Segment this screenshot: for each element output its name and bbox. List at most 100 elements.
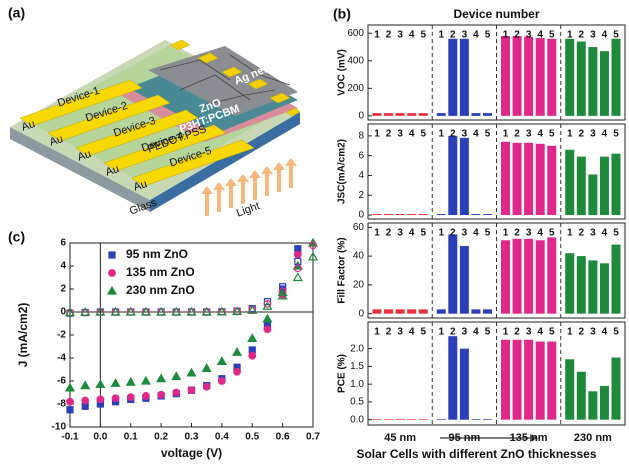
bar [395, 113, 405, 116]
y-tick-label: 1.0 [350, 379, 364, 390]
category-label: 4 [537, 228, 543, 239]
bar [535, 240, 545, 314]
bar [471, 418, 481, 420]
category-label: 3 [590, 228, 596, 239]
data-point [233, 367, 241, 376]
chart-title: Device number [453, 7, 539, 21]
bar [588, 391, 598, 420]
data-point [216, 306, 227, 316]
legend-label: 230 nm ZnO [126, 283, 195, 297]
y-tick-label: 4 [60, 261, 66, 272]
data-point [66, 406, 74, 414]
bar [395, 418, 405, 420]
bar [372, 418, 382, 420]
bar [611, 357, 621, 420]
category-label: 2 [579, 30, 585, 41]
data-point [247, 305, 258, 314]
y-tick-label: 6 [358, 150, 364, 161]
bar [471, 113, 481, 116]
bar [372, 309, 382, 314]
data-point [216, 356, 227, 366]
category-label: 1 [567, 228, 573, 239]
category-label: 5 [485, 228, 491, 239]
bar [611, 38, 621, 116]
data-point [156, 306, 167, 316]
category-label: 3 [462, 327, 468, 338]
bar [500, 36, 510, 116]
y-axis-label: Fill Factor (%) [337, 237, 348, 303]
bar [483, 309, 493, 314]
category-label: 1 [438, 129, 444, 140]
category-label: 3 [462, 228, 468, 239]
bar [471, 214, 481, 216]
category-label: 5 [485, 30, 491, 41]
data-point [81, 396, 90, 405]
category-label: 2 [514, 129, 520, 140]
y-tick-label: 0.0 [350, 414, 364, 425]
x-axis-label: voltage (V) [161, 446, 222, 460]
bar [418, 309, 428, 314]
bar [547, 341, 557, 420]
category-label: 1 [567, 327, 573, 338]
bar [500, 240, 510, 314]
y-tick-label: -8 [57, 399, 66, 410]
data-point [309, 241, 317, 250]
bar [448, 38, 458, 116]
category-label: 2 [386, 228, 392, 239]
bar [471, 309, 481, 314]
category-label: 1 [503, 129, 509, 140]
group-label: 45 nm [384, 432, 416, 444]
category-label: 3 [462, 129, 468, 140]
data-point [140, 306, 151, 316]
bar [599, 385, 609, 420]
category-label: 1 [374, 228, 380, 239]
category-label: 4 [602, 129, 608, 140]
bar [547, 145, 557, 216]
category-label: 2 [514, 327, 520, 338]
bar [436, 309, 446, 314]
category-label: 2 [579, 129, 585, 140]
category-label: 4 [602, 327, 608, 338]
bar [418, 113, 428, 116]
bar [395, 309, 405, 314]
data-point [171, 306, 182, 316]
bar [407, 214, 417, 216]
electrode-label: Au [76, 148, 93, 164]
data-point [201, 363, 212, 372]
thickness-arrowhead [530, 434, 538, 442]
bar [418, 214, 428, 216]
y-tick-label: -2 [57, 330, 66, 341]
bar [459, 246, 469, 314]
data-point [186, 367, 197, 377]
category-label: 3 [590, 30, 596, 41]
plot-frame [367, 222, 626, 319]
bar [535, 341, 545, 420]
y-tick-label: 0 [60, 307, 66, 318]
y-tick-label: -10 [52, 422, 67, 433]
bar [436, 113, 446, 116]
plot-frame [367, 321, 626, 426]
group-label: 95 nm [448, 432, 480, 444]
data-point [187, 386, 196, 395]
category-label: 4 [409, 30, 415, 41]
category-label: 4 [473, 129, 479, 140]
category-label: 2 [514, 30, 520, 41]
category-label: 3 [397, 129, 403, 140]
legend-marker [108, 251, 116, 259]
category-label: 4 [409, 129, 415, 140]
data-point [217, 377, 226, 385]
bar [436, 418, 446, 420]
category-label: 1 [374, 30, 380, 41]
bar [418, 418, 428, 420]
bar [547, 237, 557, 314]
bar [407, 418, 417, 420]
bar [535, 38, 545, 116]
bar [524, 339, 534, 420]
x-tick-label: 0.1 [124, 432, 138, 443]
light-arrows [201, 158, 297, 216]
data-point [142, 392, 150, 400]
category-label: 3 [590, 129, 596, 140]
y-tick-label: 40 [353, 251, 365, 262]
data-point [125, 376, 136, 386]
data-point [293, 264, 302, 273]
